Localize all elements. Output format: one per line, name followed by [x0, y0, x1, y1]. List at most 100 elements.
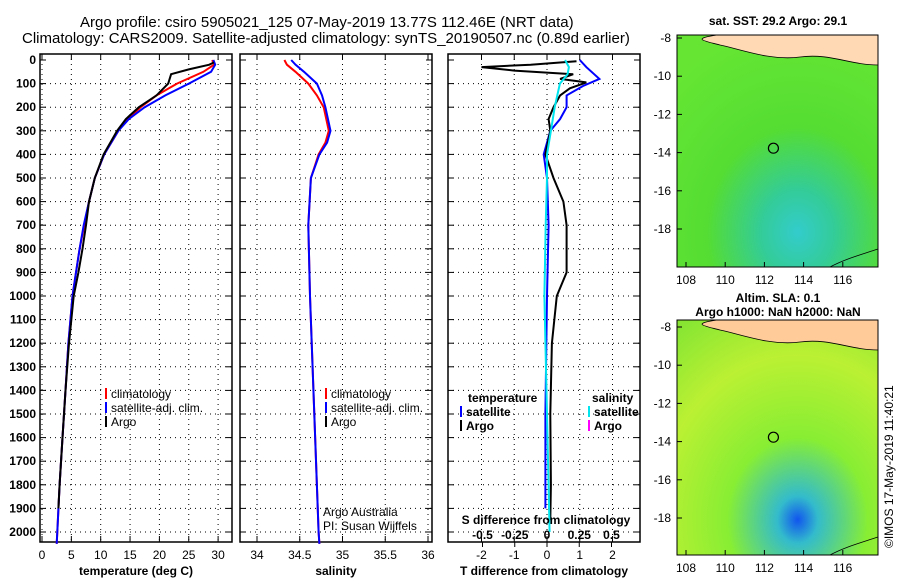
x-tick-label: 1: [576, 548, 583, 562]
map-x-tick-label: 116: [833, 273, 852, 287]
x-tick-label: 2: [609, 548, 616, 562]
map-x-tick-label: 108: [676, 273, 696, 287]
series-line-satellite-adj-clim-: [55, 59, 217, 544]
series-line-satellite-adj-clim-: [290, 59, 332, 544]
map-y-tick-label: -8: [660, 320, 671, 334]
x-tick-label: 25: [182, 548, 196, 562]
secondary-x-axis-label: S difference from climatology: [462, 513, 631, 527]
secondary-x-tick-label: 0.5: [603, 528, 620, 542]
map-field: [677, 320, 878, 555]
salinity-panel: 34 34.5 35 35.5 36 salinity climatologysatelli…: [239, 53, 435, 578]
x-tick-label: 0: [544, 548, 551, 562]
map-y-tick-label: -18: [654, 511, 672, 525]
y-tick-label: 1800: [9, 478, 36, 492]
annotation-text: Argo Australia: [323, 505, 398, 519]
annotation-text: PI: Susan Wijffels: [323, 519, 417, 533]
map-subtitle: Argo h1000: NaN h2000: NaN: [695, 305, 860, 319]
map-title: sat. SST: 29.2 Argo: 29.1: [709, 14, 848, 28]
plot-frame: [39, 53, 233, 543]
land-mask: [701, 34, 879, 66]
legend-label: Argo: [466, 419, 494, 433]
map-frame: [676, 319, 879, 556]
x-tick-label: 36: [421, 548, 435, 562]
map-x-tick-label: 116: [833, 561, 852, 575]
x-axis-label: salinity: [315, 564, 357, 578]
x-tick-label: 15: [123, 548, 137, 562]
x-tick-label: 34.5: [288, 548, 312, 562]
temperature-panel: 0 5 10 15 20 25 30 temperature (deg C) 0 100 200 30…: [9, 53, 233, 578]
x-axis-label: temperature (deg C): [79, 564, 193, 578]
plot-frame: [447, 53, 641, 543]
series-line-argo: [57, 61, 215, 509]
sst-map: 108 110 112 114 116 -8 -10 -12 -14 -16 -18 sat. SST…: [654, 14, 879, 287]
y-tick-label: 700: [16, 218, 36, 232]
legend-label: Argo: [111, 415, 137, 429]
y-tick-label: 200: [16, 100, 36, 114]
legend-label: Argo: [594, 419, 622, 433]
y-tick-label: 1000: [9, 289, 36, 303]
legend-title-temperature: temperature: [468, 391, 538, 405]
coastline: [829, 248, 879, 268]
map-x-tick-label: 110: [716, 561, 735, 575]
y-tick-label: 500: [16, 171, 36, 185]
credit-text: ©IMOS 17-May-2019 11:40:21: [882, 385, 896, 548]
map-x-tick-label: 112: [755, 273, 774, 287]
legend-label: satellite-adj. clim.: [111, 401, 203, 415]
map-y-tick-label: -8: [660, 31, 671, 45]
land-mask: [701, 319, 879, 351]
map-x-tick-label: 110: [716, 273, 735, 287]
legend-label: climatology: [331, 387, 391, 401]
y-tick-label: 1300: [9, 360, 36, 374]
x-tick-label: 35: [336, 548, 350, 562]
legend-label: satellite: [594, 405, 639, 419]
y-tick-label: 400: [16, 147, 36, 161]
y-tick-label: 1600: [9, 431, 36, 445]
y-tick-label: 1200: [9, 336, 36, 350]
plot-frame: [239, 53, 433, 543]
legend-title-salinity: salinity: [592, 391, 634, 405]
y-tick-label: 2000: [9, 525, 36, 539]
map-frame: [676, 34, 879, 268]
profile-location-marker: [767, 142, 780, 154]
secondary-x-tick-label: -0.25: [501, 528, 529, 542]
x-tick-label: 10: [94, 548, 108, 562]
series-line-climatology: [55, 59, 216, 544]
series-line-t-satellite: [542, 59, 602, 509]
map-y-tick-label: -12: [654, 396, 672, 410]
title-line2: Climatology: CARS2009. Satellite-adjuste…: [22, 30, 630, 47]
map-y-tick-label: -16: [654, 473, 672, 487]
secondary-x-tick-label: -0.5: [472, 528, 493, 542]
y-tick-label: 800: [16, 242, 36, 256]
y-tick-label: 1100: [10, 313, 36, 327]
y-tick-label: 300: [16, 124, 36, 138]
title-line1: Argo profile: csiro 5905021_125 07-May-2…: [80, 14, 574, 31]
difference-panel: -2 -1 0 1 2 T difference from climatology temp…: [447, 53, 641, 578]
map-y-tick-label: -10: [654, 69, 672, 83]
profile-location-marker: [767, 431, 780, 443]
map-title: Altim. SLA: 0.1: [736, 291, 821, 305]
y-tick-label: 1700: [9, 454, 36, 468]
map-y-tick-label: -18: [654, 222, 672, 236]
x-tick-label: -2: [476, 548, 487, 562]
map-x-tick-label: 114: [794, 273, 813, 287]
coastline: [829, 536, 879, 556]
x-tick-label: 30: [211, 548, 225, 562]
secondary-x-tick-label: 0.25: [568, 528, 592, 542]
map-x-tick-label: 108: [676, 561, 696, 575]
series-line-climatology: [283, 59, 330, 544]
y-tick-label: 1400: [9, 383, 36, 397]
map-x-tick-label: 114: [794, 561, 813, 575]
y-tick-label: 900: [16, 265, 36, 279]
x-axis-label: T difference from climatology: [460, 564, 628, 578]
series-line-t-argo: [481, 60, 587, 521]
x-tick-label: 0: [39, 548, 46, 562]
y-tick-label: 0: [29, 53, 36, 67]
x-tick-label: -1: [509, 548, 520, 562]
secondary-x-tick-label: 0: [544, 528, 551, 542]
x-tick-label: 34: [250, 548, 264, 562]
legend-label: climatology: [111, 387, 171, 401]
x-tick-label: 35.5: [374, 548, 398, 562]
y-tick-label: 1900: [9, 501, 36, 515]
y-tick-label: 1500: [9, 407, 36, 421]
